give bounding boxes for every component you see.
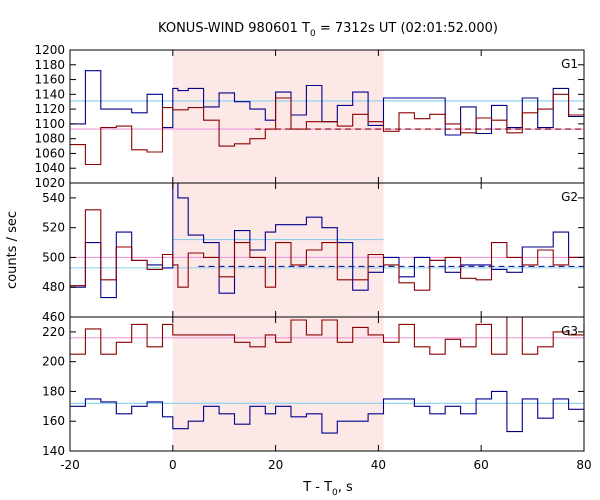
y-tick-label: 1060 bbox=[34, 146, 65, 160]
y-tick-label: 520 bbox=[42, 221, 65, 235]
y-tick-label: 160 bbox=[42, 414, 65, 428]
x-tick-label: 40 bbox=[371, 458, 386, 472]
y-tick-label: 540 bbox=[42, 191, 65, 205]
x-tick-label: -20 bbox=[60, 458, 80, 472]
y-tick-label: 500 bbox=[42, 250, 65, 264]
x-tick-label: 60 bbox=[474, 458, 489, 472]
panel-label-g3: G3 bbox=[561, 324, 578, 338]
y-tick-label: 1080 bbox=[34, 132, 65, 146]
plot-area: 1020104010601080110011201140116011801200… bbox=[34, 43, 591, 472]
x-tick-label: 20 bbox=[268, 458, 283, 472]
panel-label-g1: G1 bbox=[561, 57, 578, 71]
y-tick-label: 220 bbox=[42, 325, 65, 339]
series-g1-dark-red bbox=[70, 93, 585, 166]
y-tick-label: 1100 bbox=[34, 117, 65, 131]
y-tick-label: 200 bbox=[42, 355, 65, 369]
y-tick-label: 1200 bbox=[34, 43, 65, 57]
y-tick-label: 180 bbox=[42, 384, 65, 398]
y-tick-label: 1180 bbox=[34, 58, 65, 72]
y-tick-label: 140 bbox=[42, 444, 65, 458]
chart-title: KONUS-WIND 980601 T0 = 7312s UT (02:01:5… bbox=[158, 21, 498, 39]
y-tick-label: 480 bbox=[42, 280, 65, 294]
panel-frame-g3 bbox=[69, 316, 585, 452]
y-tick-label: 1160 bbox=[34, 73, 65, 87]
series-g3-blue bbox=[70, 390, 585, 434]
series-g2-dark-red bbox=[70, 209, 585, 291]
y-tick-label: 1020 bbox=[34, 176, 65, 190]
shaded-interval bbox=[172, 50, 384, 451]
y-tick-label: 1120 bbox=[34, 102, 65, 116]
panel-label-g2: G2 bbox=[561, 190, 578, 204]
y-tick-label: 1040 bbox=[34, 161, 65, 175]
y-tick-label: 460 bbox=[42, 310, 65, 324]
x-tick-label: 80 bbox=[576, 458, 591, 472]
x-axis-label: T - T0, s bbox=[302, 480, 353, 498]
series-g3-dark-red bbox=[70, 316, 585, 355]
y-axis-label: counts / sec bbox=[5, 211, 20, 289]
x-tick-label: 0 bbox=[169, 458, 177, 472]
y-tick-label: 1140 bbox=[34, 87, 65, 101]
